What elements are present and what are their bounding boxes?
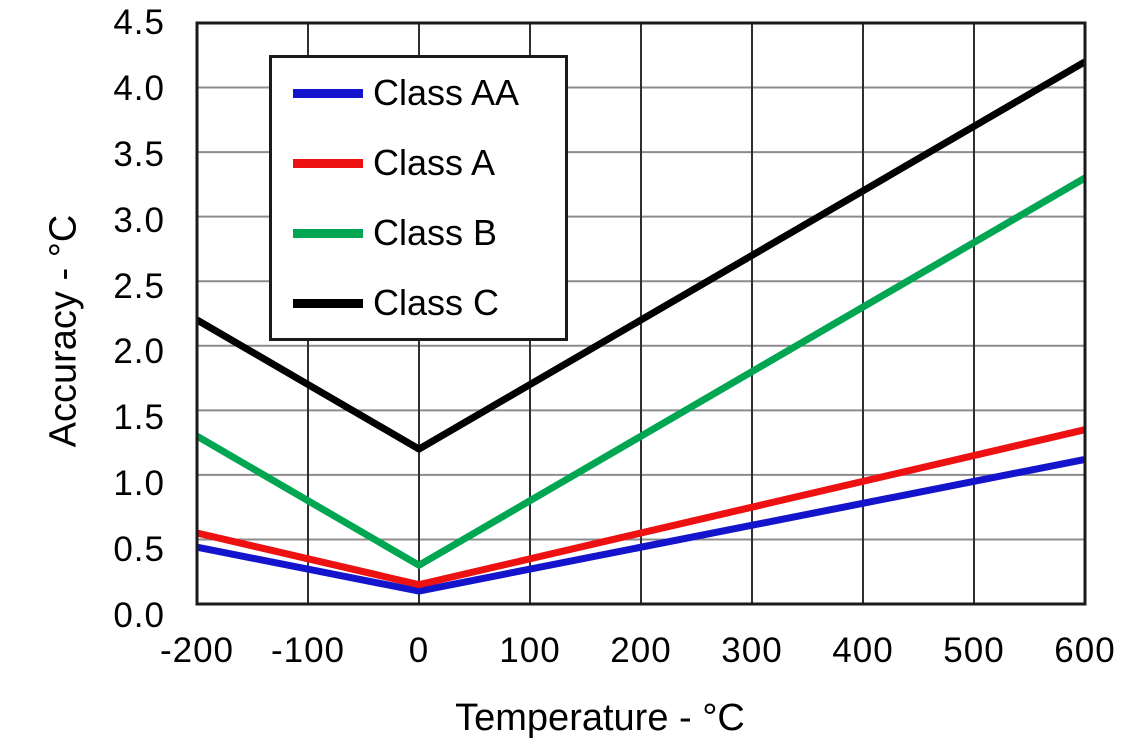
x-tick-label: 400 <box>832 631 894 670</box>
series-line-class-b <box>195 174 1087 569</box>
y-axis-title: Accuracy - °C <box>42 214 85 448</box>
x-tick-label: 200 <box>610 631 672 670</box>
y-tick-label: 1.0 <box>113 464 165 504</box>
y-tick-label: 0.0 <box>113 596 165 635</box>
legend-label: Class A <box>373 142 496 183</box>
legend-swatch-class-b <box>293 228 363 238</box>
x-tick-label: 500 <box>943 631 1005 670</box>
legend-swatch-class-a <box>293 158 363 168</box>
legend-item-class-b: Class B <box>272 198 565 268</box>
x-tick-label: 0 <box>408 631 430 670</box>
legend-swatch-class-aa <box>293 88 363 98</box>
y-tick-label: 1.5 <box>113 398 165 438</box>
x-tick-label: 100 <box>499 631 561 670</box>
legend-label: Class AA <box>373 72 520 113</box>
x-tick-label: 300 <box>721 631 783 670</box>
legend: Class AA Class A Class B Class C <box>269 55 568 341</box>
legend-swatch-class-c <box>293 298 363 308</box>
y-tick-label: 4.0 <box>113 68 165 108</box>
plot-border <box>195 21 1087 606</box>
legend-item-class-c: Class C <box>272 268 565 338</box>
legend-item-class-aa: Class AA <box>272 58 565 128</box>
series-line-class-c <box>195 58 1087 453</box>
y-tick-label: 3.5 <box>113 134 165 174</box>
y-tick-label: 0.5 <box>113 530 165 570</box>
legend-label: Class B <box>373 212 498 253</box>
x-tick-label: 600 <box>1054 631 1116 670</box>
series-line-class-aa <box>196 455 1086 595</box>
x-tick-label: -200 <box>159 631 235 670</box>
legend-label: Class C <box>373 282 500 323</box>
x-axis-title: Temperature - °C <box>455 697 745 739</box>
x-tick-label: -100 <box>270 631 346 670</box>
legend-item-class-a: Class A <box>272 128 565 198</box>
y-tick-label: 2.5 <box>113 266 165 306</box>
y-tick-label: 4.5 <box>113 3 165 42</box>
y-tick-label: 3.0 <box>113 200 165 240</box>
series-line-class-a <box>196 426 1086 589</box>
y-tick-label: 2.0 <box>113 332 165 372</box>
